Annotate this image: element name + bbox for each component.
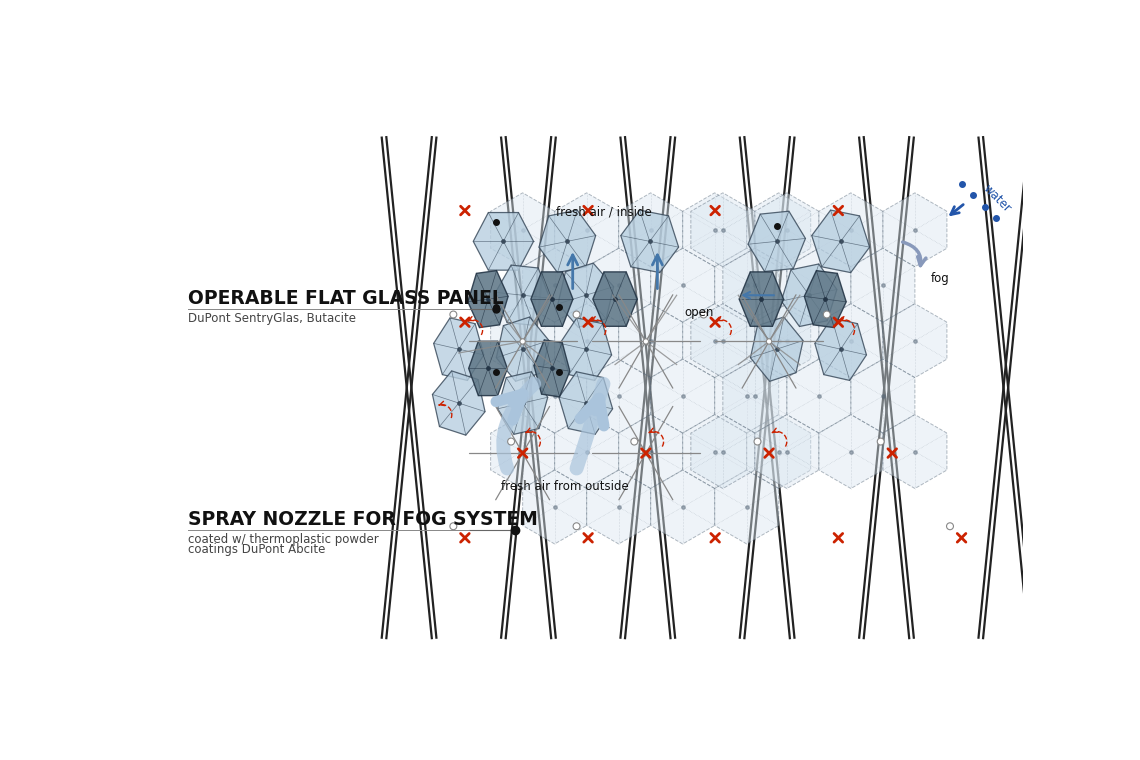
Text: water: water — [980, 182, 1013, 216]
Polygon shape — [619, 304, 683, 378]
Polygon shape — [683, 415, 747, 489]
Polygon shape — [490, 304, 555, 378]
Polygon shape — [691, 304, 755, 378]
Circle shape — [573, 311, 580, 318]
Polygon shape — [750, 317, 803, 382]
Circle shape — [823, 311, 830, 318]
Polygon shape — [587, 249, 651, 322]
Polygon shape — [819, 193, 882, 267]
Polygon shape — [557, 263, 613, 328]
Polygon shape — [497, 372, 547, 434]
Polygon shape — [787, 359, 850, 433]
Circle shape — [450, 523, 457, 530]
Polygon shape — [723, 359, 787, 433]
Polygon shape — [522, 249, 587, 322]
Polygon shape — [433, 318, 483, 381]
Polygon shape — [531, 272, 573, 326]
Polygon shape — [621, 210, 678, 273]
Polygon shape — [559, 372, 612, 434]
Text: fresh air / inside: fresh air / inside — [555, 205, 651, 218]
Polygon shape — [651, 249, 715, 322]
Polygon shape — [850, 249, 915, 322]
Polygon shape — [815, 318, 866, 381]
Polygon shape — [755, 415, 819, 489]
Text: DuPont SentryGlas, Butacite: DuPont SentryGlas, Butacite — [188, 312, 356, 325]
Polygon shape — [739, 272, 783, 326]
Polygon shape — [715, 470, 779, 544]
Polygon shape — [587, 470, 651, 544]
Text: fresh air from outside: fresh air from outside — [502, 480, 629, 493]
Polygon shape — [593, 272, 637, 326]
Polygon shape — [747, 193, 811, 267]
Polygon shape — [490, 415, 555, 489]
Polygon shape — [522, 470, 587, 544]
Polygon shape — [651, 359, 715, 433]
Polygon shape — [496, 265, 549, 325]
Polygon shape — [747, 304, 811, 378]
Polygon shape — [812, 210, 870, 273]
Polygon shape — [882, 304, 947, 378]
Polygon shape — [805, 271, 846, 328]
Polygon shape — [473, 213, 534, 270]
Circle shape — [630, 438, 637, 445]
Polygon shape — [432, 371, 484, 435]
Polygon shape — [755, 193, 819, 267]
Polygon shape — [747, 415, 811, 489]
Circle shape — [520, 339, 526, 344]
Polygon shape — [819, 415, 882, 489]
Text: open: open — [684, 306, 714, 319]
Polygon shape — [587, 359, 651, 433]
Circle shape — [507, 438, 514, 445]
Polygon shape — [496, 317, 549, 382]
Circle shape — [643, 451, 649, 456]
Polygon shape — [490, 193, 555, 267]
Circle shape — [700, 311, 707, 318]
Text: fog: fog — [930, 272, 950, 285]
Polygon shape — [748, 211, 806, 271]
Polygon shape — [850, 359, 915, 433]
Text: SPRAY NOZZLE FOR FOG SYSTEM: SPRAY NOZZLE FOR FOG SYSTEM — [188, 509, 538, 528]
Text: coated w/ thermoplastic powder: coated w/ thermoplastic powder — [188, 534, 378, 546]
Polygon shape — [787, 249, 850, 322]
Text: coatings DuPont Abcite: coatings DuPont Abcite — [188, 543, 325, 556]
Polygon shape — [560, 318, 611, 381]
Polygon shape — [555, 193, 619, 267]
Polygon shape — [723, 249, 787, 322]
Circle shape — [573, 523, 580, 530]
Polygon shape — [755, 304, 819, 378]
Polygon shape — [715, 249, 779, 322]
Polygon shape — [469, 341, 507, 396]
Polygon shape — [781, 264, 837, 327]
Polygon shape — [819, 304, 882, 378]
Text: OPERABLE FLAT GLASS PANEL: OPERABLE FLAT GLASS PANEL — [188, 289, 504, 308]
Polygon shape — [555, 304, 619, 378]
Polygon shape — [691, 415, 755, 489]
Polygon shape — [651, 470, 715, 544]
Circle shape — [946, 523, 953, 530]
Polygon shape — [882, 415, 947, 489]
Polygon shape — [683, 304, 747, 378]
Polygon shape — [555, 415, 619, 489]
Polygon shape — [882, 193, 947, 267]
Polygon shape — [619, 193, 683, 267]
Polygon shape — [715, 359, 779, 433]
Polygon shape — [691, 193, 755, 267]
Polygon shape — [467, 271, 508, 328]
Polygon shape — [683, 193, 747, 267]
Polygon shape — [522, 359, 587, 433]
Circle shape — [643, 339, 649, 344]
Polygon shape — [539, 210, 596, 273]
Circle shape — [766, 339, 772, 344]
Circle shape — [450, 311, 457, 318]
Circle shape — [520, 451, 526, 456]
Polygon shape — [534, 340, 570, 397]
Polygon shape — [619, 415, 683, 489]
Circle shape — [878, 438, 885, 445]
Circle shape — [754, 438, 762, 445]
